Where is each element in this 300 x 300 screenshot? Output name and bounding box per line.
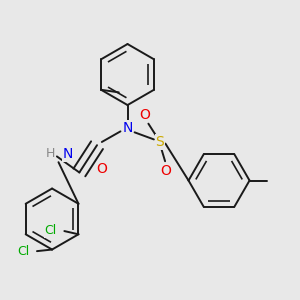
Text: H: H	[46, 147, 55, 161]
Text: Cl: Cl	[17, 245, 30, 258]
Text: N: N	[122, 121, 133, 134]
Text: N: N	[63, 147, 73, 161]
Text: O: O	[96, 162, 107, 176]
Text: O: O	[160, 164, 172, 178]
Text: Cl: Cl	[45, 224, 57, 237]
Text: S: S	[155, 135, 164, 149]
Text: O: O	[140, 108, 151, 122]
